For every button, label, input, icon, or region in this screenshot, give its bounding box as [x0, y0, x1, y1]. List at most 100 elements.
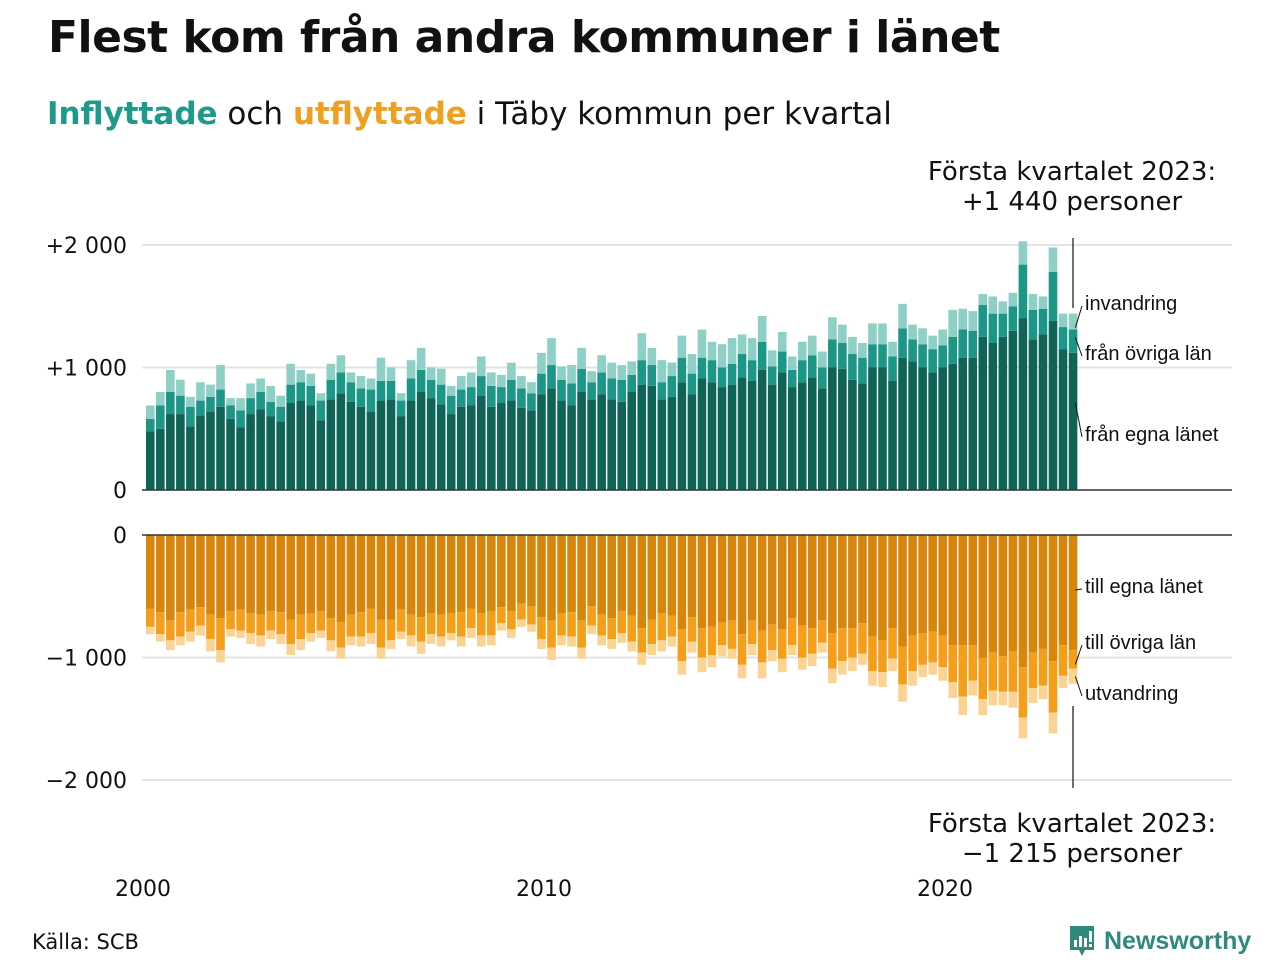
bar-in-ovriga	[216, 389, 225, 407]
inflyttade-bars	[146, 241, 1078, 490]
bar-in-ovriga	[968, 330, 978, 358]
bar-in-egna	[978, 336, 988, 490]
bar-in-invandring	[767, 350, 777, 367]
bar-ut-utvandring	[286, 644, 296, 656]
bar-in-egna	[466, 405, 476, 490]
bar-ut-egna	[216, 535, 225, 619]
bar-ut-ovriga	[186, 609, 195, 632]
bar-in-invandring	[858, 343, 867, 358]
bar-in-egna	[286, 403, 296, 490]
bar-in-egna	[577, 392, 586, 490]
bar-ut-utvandring	[406, 635, 416, 647]
bar-in-egna	[747, 380, 757, 490]
bar-ut-utvandring	[236, 630, 245, 638]
bar-ut-egna	[517, 535, 526, 604]
bar-ut-ovriga	[888, 628, 897, 659]
gridlines	[142, 244, 1232, 781]
bar-in-invandring	[677, 335, 687, 358]
bar-ut-ovriga	[617, 610, 627, 633]
annotation-bottom: Första kvartalet 2023: −1 215 personer	[902, 809, 1242, 869]
bar-in-invandring	[938, 329, 947, 346]
bar-ut-egna	[396, 535, 406, 610]
bar-ut-egna	[196, 535, 205, 608]
y-tick-label-top: 0	[113, 479, 127, 504]
bar-in-egna	[206, 411, 215, 490]
bar-ut-utvandring	[176, 636, 185, 646]
bar-in-egna	[446, 414, 456, 490]
bar-ut-utvandring	[266, 630, 275, 640]
bar-ut-egna	[757, 535, 767, 631]
bar-in-invandring	[416, 347, 426, 370]
bar-ut-egna	[166, 535, 175, 621]
bar-ut-utvandring	[968, 680, 978, 696]
bar-ut-ovriga	[958, 645, 968, 697]
bar-in-ovriga	[256, 392, 265, 410]
bar-in-egna	[316, 420, 326, 490]
bar-in-invandring	[396, 393, 406, 401]
subtitle-rest: i Täby kommun per kvartal	[466, 96, 892, 132]
bar-in-invandring	[336, 355, 346, 373]
bar-ut-utvandring	[737, 664, 747, 679]
bar-in-egna	[216, 406, 225, 490]
bar-in-ovriga	[446, 395, 456, 415]
bar-ut-egna	[386, 535, 396, 620]
bar-in-invandring	[476, 356, 486, 377]
bar-ut-egna	[737, 535, 747, 635]
bar-in-egna	[828, 367, 837, 490]
bar-in-egna	[186, 426, 195, 490]
bar-ut-ovriga	[577, 620, 586, 648]
bar-ut-egna	[988, 535, 998, 653]
bar-ut-ovriga	[1008, 651, 1018, 692]
bar-ut-egna	[767, 535, 777, 625]
bar-in-egna	[1058, 349, 1068, 490]
bar-ut-ovriga	[316, 610, 326, 631]
bar-ut-egna	[366, 535, 376, 609]
bar-ut-ovriga	[166, 620, 175, 641]
bar-in-ovriga	[667, 376, 677, 397]
bar-in-ovriga	[316, 400, 326, 421]
bar-ut-utvandring	[687, 641, 697, 653]
bar-in-ovriga	[306, 385, 316, 406]
bar-in-ovriga	[597, 372, 606, 395]
bar-ut-ovriga	[717, 621, 727, 646]
bar-ut-ovriga	[206, 614, 215, 640]
series-label-leader	[1074, 402, 1083, 438]
bar-ut-ovriga	[196, 607, 205, 626]
bar-in-ovriga	[647, 365, 657, 386]
bar-in-ovriga	[356, 388, 366, 407]
bar-ut-utvandring	[878, 672, 887, 687]
bar-in-ovriga	[507, 379, 516, 401]
bar-in-ovriga	[577, 368, 586, 392]
bar-in-invandring	[356, 376, 366, 389]
bar-ut-ovriga	[1028, 652, 1038, 689]
bar-in-egna	[336, 393, 346, 490]
bar-in-egna	[938, 367, 947, 490]
bar-ut-utvandring	[647, 644, 657, 656]
bar-in-ovriga	[607, 378, 616, 400]
bar-in-invandring	[777, 331, 787, 352]
bar-in-ovriga	[898, 328, 907, 358]
bar-in-ovriga	[517, 388, 526, 408]
bar-ut-utvandring	[186, 631, 195, 642]
bar-in-invandring	[807, 335, 817, 356]
bar-ut-utvandring	[727, 648, 737, 659]
series-label-leader	[1074, 644, 1083, 665]
bar-ut-utvandring	[336, 647, 346, 659]
bar-ut-utvandring	[757, 662, 767, 679]
bar-ut-ovriga	[667, 615, 677, 637]
bar-in-ovriga	[296, 382, 306, 401]
bar-ut-utvandring	[386, 640, 396, 649]
bar-ut-egna	[878, 535, 887, 641]
bar-in-invandring	[366, 378, 376, 390]
bar-ut-egna	[446, 535, 456, 614]
bar-ut-egna	[777, 535, 787, 630]
y-tick-label-top: +1 000	[46, 357, 127, 382]
bar-ut-egna	[747, 535, 757, 621]
bar-in-egna	[196, 415, 205, 490]
bar-ut-utvandring	[918, 664, 927, 678]
bar-in-ovriga	[236, 410, 245, 428]
bar-in-ovriga	[828, 339, 837, 368]
bar-ut-utvandring	[466, 628, 476, 638]
bar-in-invandring	[346, 372, 356, 383]
bar-in-ovriga	[697, 357, 707, 379]
